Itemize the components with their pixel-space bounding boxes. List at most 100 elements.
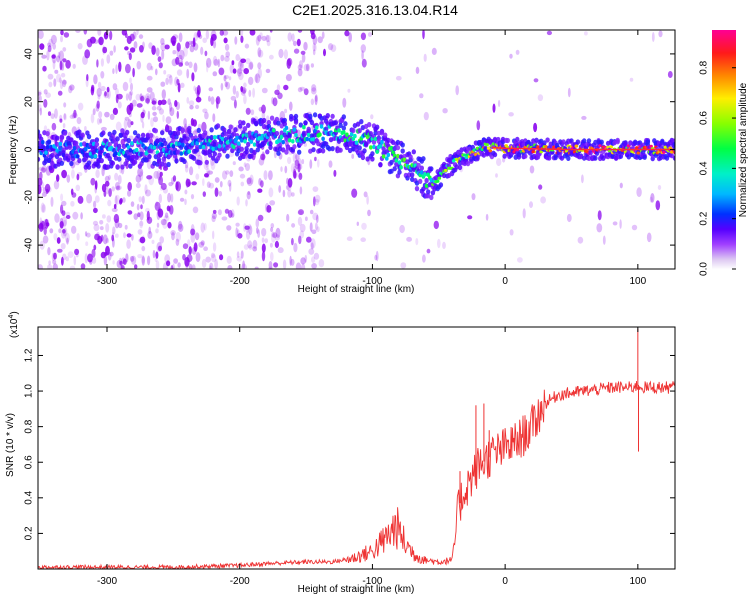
noise-blob — [193, 85, 196, 92]
noise-blob — [127, 181, 132, 192]
noise-blob — [127, 119, 132, 128]
noise-blob — [80, 212, 83, 220]
noise-blob — [106, 86, 110, 93]
noise-blob — [367, 32, 373, 37]
noise-blob — [292, 40, 297, 47]
noise-blob — [99, 118, 102, 124]
ridge-halo — [120, 128, 125, 134]
ridge-core — [394, 158, 399, 163]
colorbar-swatch — [712, 57, 736, 59]
noise-blob — [260, 180, 264, 188]
noise-blob — [304, 254, 308, 263]
colorbar-swatch — [712, 189, 736, 191]
noise-blob — [255, 35, 260, 46]
noise-blob — [43, 99, 48, 108]
ridge-halo — [395, 145, 401, 151]
ridge-halo — [269, 115, 275, 121]
colorbar: 0.0 0.2 0.4 0.6 0.8 Normalized spectral ampl… — [699, 30, 749, 276]
colorbar-swatch — [712, 260, 736, 262]
noise-blob — [190, 228, 196, 236]
noise-blob — [200, 222, 205, 233]
ridge-halo — [330, 113, 335, 119]
colorbar-swatch — [712, 246, 736, 248]
noise-blob — [65, 59, 71, 69]
noise-blob — [104, 175, 110, 183]
ridge-core — [662, 150, 666, 154]
noise-blob — [48, 81, 53, 88]
colorbar-swatch — [712, 240, 736, 242]
noise-blob — [62, 229, 66, 234]
noise-blob — [99, 226, 104, 231]
noise-blob — [86, 193, 93, 204]
noise-blob — [247, 240, 253, 249]
noise-blob — [274, 240, 279, 249]
ridge-halo — [408, 154, 413, 160]
noise-blob — [165, 116, 172, 124]
snr-y-tick-label: 1.2 — [24, 348, 35, 362]
noise-blob — [125, 63, 131, 74]
noise-blob — [116, 93, 123, 100]
spectrogram-x-tick-label: -100 — [362, 276, 382, 287]
noise-blob — [167, 98, 171, 105]
noise-blob — [38, 30, 44, 40]
noise-blob — [102, 46, 108, 54]
ridge-core — [311, 137, 316, 142]
noise-blob — [284, 165, 288, 174]
noise-blob — [57, 51, 61, 59]
ridge-halo — [456, 149, 461, 155]
noise-blob — [218, 190, 223, 197]
noise-blob — [206, 62, 209, 73]
noise-blob — [206, 181, 211, 188]
colorbar-swatch — [712, 56, 736, 58]
colorbar-swatch — [712, 37, 736, 39]
noise-blob — [188, 181, 191, 186]
colorbar-swatch — [712, 119, 736, 121]
noise-blob — [289, 101, 293, 111]
noise-blob — [265, 68, 271, 74]
snr-series-line — [38, 380, 675, 569]
ridge-halo — [480, 142, 485, 148]
noise-blob — [243, 82, 247, 88]
noise-blob — [294, 154, 300, 161]
noise-blob — [395, 75, 402, 81]
noise-blob — [84, 231, 88, 237]
noise-blob — [103, 31, 109, 40]
ridge-halo — [196, 127, 201, 133]
noise-blob — [137, 212, 141, 218]
ridge-core — [287, 138, 292, 143]
noise-blob — [61, 200, 67, 207]
noise-blob — [184, 61, 189, 66]
noise-blob — [271, 96, 275, 105]
noise-blob — [47, 73, 54, 80]
noise-blob — [102, 45, 105, 56]
noise-blob — [56, 73, 62, 83]
noise-blob — [70, 200, 75, 207]
noise-blob — [56, 237, 61, 244]
noise-blob — [62, 47, 67, 52]
noise-blob — [515, 49, 520, 55]
noise-blob — [189, 105, 194, 110]
noise-blob — [214, 187, 219, 197]
noise-blob — [310, 98, 315, 106]
noise-blob — [423, 53, 427, 62]
ridge-halo — [174, 158, 179, 164]
noise-blob — [76, 253, 79, 258]
noise-blob — [273, 262, 279, 268]
noise-blob — [138, 34, 144, 39]
noise-blob — [287, 178, 293, 188]
noise-blob — [227, 265, 233, 269]
noise-blob — [261, 251, 266, 262]
ridge-halo — [397, 169, 402, 175]
noise-blob — [649, 196, 653, 203]
colorbar-swatch — [712, 142, 736, 144]
ridge-halo — [160, 130, 165, 136]
noise-blob — [667, 71, 673, 78]
noise-blob — [455, 85, 460, 96]
ridge-halo — [406, 172, 412, 178]
noise-blob — [240, 58, 247, 64]
ridge-halo — [360, 154, 366, 161]
colorbar-swatch — [712, 238, 736, 240]
noise-blob — [145, 98, 150, 104]
noise-blob — [581, 174, 584, 184]
noise-blob — [316, 214, 319, 223]
